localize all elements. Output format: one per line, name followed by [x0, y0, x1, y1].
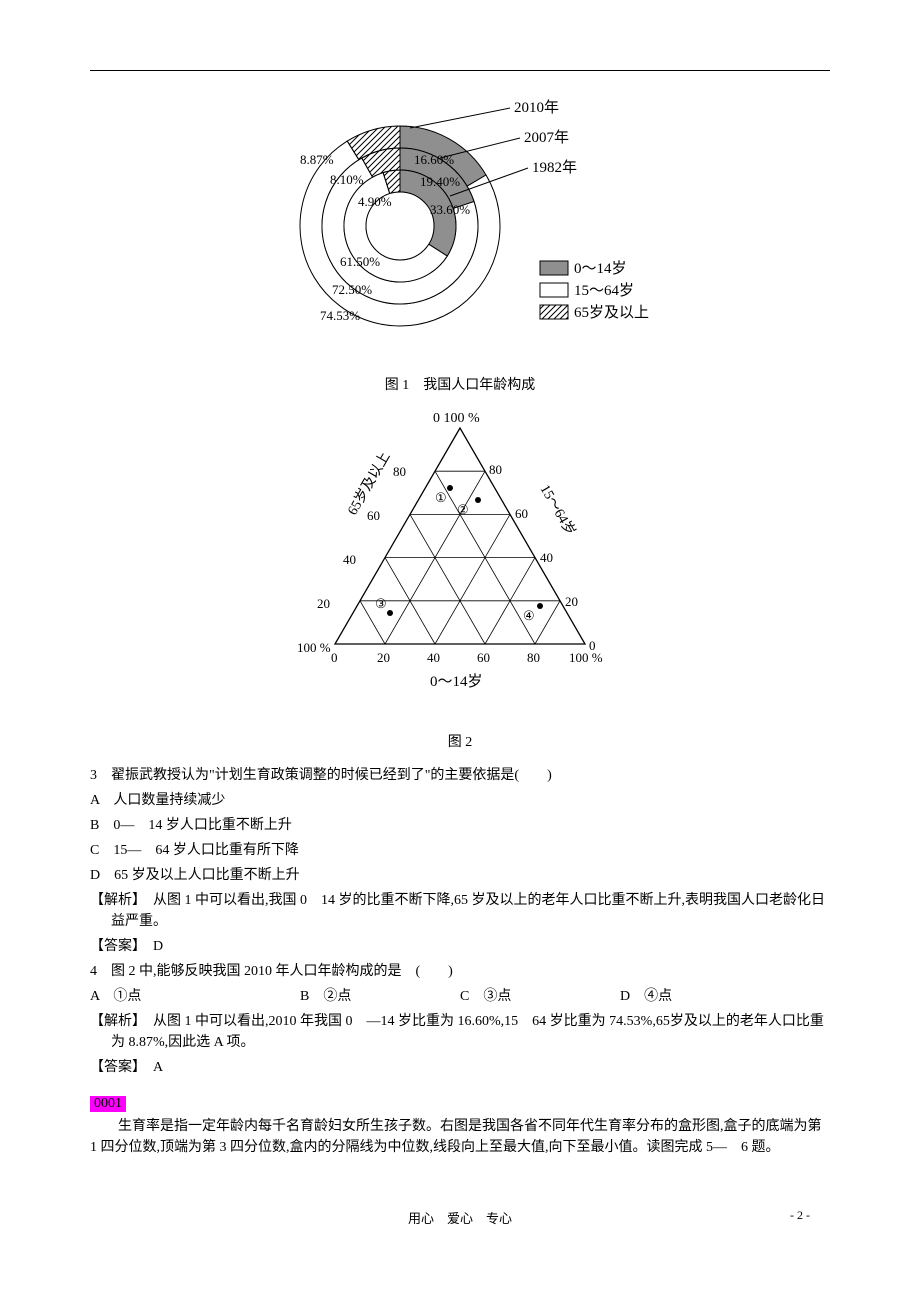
chart1: 33.60% 61.50% 4.90% 19.40% 72.50% 8.10% …	[90, 91, 830, 356]
ternary-outline	[335, 428, 585, 644]
q3-answer-label: 【答案】	[90, 939, 139, 954]
outer-15-64-label: 74.53%	[320, 308, 360, 323]
q4-stem: 4 图 2 中,能够反映我国 2010 年人口年龄构成的是 ( )	[90, 961, 830, 982]
chart2-caption: 图 2	[90, 731, 830, 751]
point-1-dot	[447, 485, 453, 491]
legend-swatch-15-64	[540, 283, 568, 297]
bot-tick-40: 40	[427, 650, 440, 665]
question-block: 3 翟振武教授认为"计划生育政策调整的时候已经到了"的主要依据是( ) A 人口…	[90, 765, 830, 1158]
mid-15-64-label: 72.50%	[332, 282, 372, 297]
left-tick-40: 40	[343, 552, 356, 567]
point-2: ②	[457, 502, 469, 517]
passage: 生育率是指一定年龄内每千名育龄妇女所生孩子数。右图是我国各省不同年代生育率分布的…	[90, 1116, 830, 1158]
q3-answer: 【答案】 D	[90, 936, 830, 957]
footer-motto: 用心 爱心 专心	[408, 1211, 512, 1226]
inner-15-64-label: 61.50%	[340, 254, 380, 269]
point-3: ③	[375, 596, 387, 611]
section-code: 0001	[90, 1096, 126, 1112]
axis-right-label: 15～64岁	[537, 482, 579, 538]
q3-explain-text: 从图 1 中可以看出,我国 0 14 岁的比重不断下降,65 岁及以上的老年人口…	[111, 893, 825, 929]
page: 33.60% 61.50% 4.90% 19.40% 72.50% 8.10% …	[70, 0, 850, 1267]
right-tick-20: 20	[565, 594, 578, 609]
ternary-top-label: 0 100 %	[433, 411, 480, 426]
top-rule	[90, 70, 830, 71]
q3-explain-label: 【解析】	[90, 893, 139, 908]
legend-swatch-0-14	[540, 261, 568, 275]
chart2: 20 40 60 80 100 % 80 60 40 20 0 0 20 40 …	[90, 408, 830, 713]
outer-65-label: 8.87%	[300, 152, 334, 167]
legend-swatch-65	[540, 305, 568, 319]
q4-options: A ①点 B ②点 C ③点 D ④点	[90, 986, 830, 1007]
axis-bottom-label: 0～14岁	[430, 673, 483, 690]
page-footer: 用心 爱心 专心 - 2 -	[90, 1208, 830, 1227]
mid-0-14-label: 19.40%	[420, 174, 460, 189]
q3-stem: 3 翟振武教授认为"计划生育政策调整的时候已经到了"的主要依据是( )	[90, 765, 830, 786]
q4-explain-label: 【解析】	[90, 1014, 139, 1029]
donut-chart-svg: 33.60% 61.50% 4.90% 19.40% 72.50% 8.10% …	[220, 91, 700, 351]
q4-explain-text: 从图 1 中可以看出,2010 年我国 0 —14 岁比重为 16.60%,15…	[111, 1014, 824, 1050]
q3-opt-a: A 人口数量持续减少	[90, 790, 830, 811]
left-tick-20: 20	[317, 596, 330, 611]
bot-tick-20: 20	[377, 650, 390, 665]
outer-0-14-label: 16.60%	[414, 152, 454, 167]
q3-explain: 【解析】 从图 1 中可以看出,我国 0 14 岁的比重不断下降,65 岁及以上…	[90, 890, 830, 932]
q4-opt-b: B ②点	[300, 986, 460, 1007]
inner-65-label: 4.90%	[358, 194, 392, 209]
mid-65-label: 8.10%	[330, 172, 364, 187]
point-1: ①	[435, 490, 447, 505]
page-number: - 2 -	[790, 1208, 810, 1223]
bot-tick-0: 0	[331, 650, 338, 665]
q3-answer-text: D	[139, 939, 163, 954]
ternary-svg: 20 40 60 80 100 % 80 60 40 20 0 0 20 40 …	[280, 408, 640, 708]
q4-answer-text: A	[139, 1060, 163, 1075]
point-4-dot	[537, 603, 543, 609]
point-4: ④	[523, 608, 535, 623]
year-1982: 1982年	[532, 159, 577, 176]
inner-0-14-label: 33.60%	[430, 202, 470, 217]
chart1-caption: 图 1 我国人口年龄构成	[90, 374, 830, 394]
left-tick-100: 100 %	[297, 640, 331, 655]
bot-tick-60: 60	[477, 650, 490, 665]
bot-tick-80: 80	[527, 650, 540, 665]
legend-0-14: 0～14岁	[574, 260, 627, 277]
point-3-dot	[387, 610, 393, 616]
right-tick-60: 60	[515, 506, 528, 521]
q4-opt-c: C ③点	[460, 986, 620, 1007]
q4-explain: 【解析】 从图 1 中可以看出,2010 年我国 0 —14 岁比重为 16.6…	[90, 1011, 830, 1053]
bot-tick-100: 100 %	[569, 650, 603, 665]
left-tick-60: 60	[367, 508, 380, 523]
year-2007: 2007年	[524, 129, 569, 146]
q4-answer: 【答案】 A	[90, 1057, 830, 1078]
left-tick-80: 80	[393, 464, 406, 479]
q4-answer-label: 【答案】	[90, 1060, 139, 1075]
right-tick-40: 40	[540, 550, 553, 565]
q3-opt-c: C 15— 64 岁人口比重有所下降	[90, 840, 830, 861]
chart1-legend: 0～14岁 15～64岁 65岁及以上	[540, 260, 649, 321]
year-2010: 2010年	[514, 99, 559, 116]
leader-2010	[410, 108, 510, 128]
q3-opt-d: D 65 岁及以上人口比重不断上升	[90, 865, 830, 886]
right-tick-80: 80	[489, 462, 502, 477]
point-2-dot	[475, 497, 481, 503]
legend-65: 65岁及以上	[574, 304, 649, 321]
q4-opt-d: D ④点	[620, 986, 672, 1007]
q3-opt-b: B 0— 14 岁人口比重不断上升	[90, 815, 830, 836]
q4-opt-a: A ①点	[90, 986, 300, 1007]
legend-15-64: 15～64岁	[574, 282, 634, 299]
